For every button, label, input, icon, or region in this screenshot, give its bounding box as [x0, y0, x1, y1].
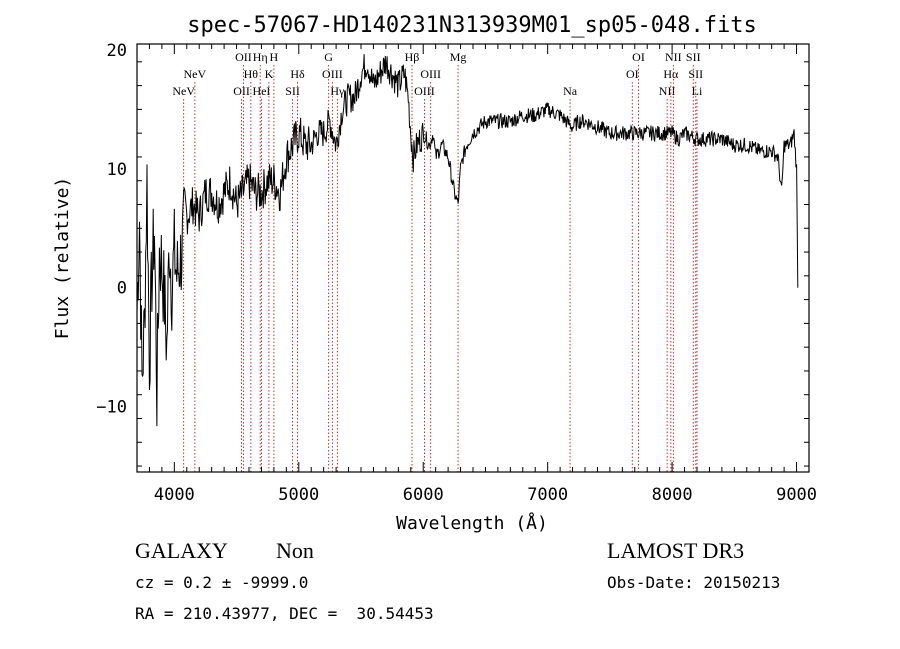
line-marker-label-19: OI	[626, 67, 639, 81]
line-marker-label-8: H	[270, 50, 279, 64]
x-tick-label-7000: 7000	[527, 485, 568, 505]
spectrum-series-line	[136, 54, 799, 427]
line-marker-label-24: SII	[686, 50, 701, 64]
coordinates-readout: RA = 210.43977, DEC = 30.54453	[135, 604, 434, 623]
line-marker-label-1: NeV	[184, 67, 207, 81]
line-marker-label-18: Na	[563, 84, 578, 98]
line-marker-label-15: OIII	[414, 84, 435, 98]
line-marker-label-14: Hβ	[405, 50, 420, 64]
line-marker-label-20: OI	[632, 50, 645, 64]
line-marker-label-5: Hη	[253, 50, 268, 64]
y-axis-ticks: −10 0 10 20	[96, 41, 809, 467]
line-marker-label-17: Mg	[450, 50, 467, 64]
line-markers: NeVNeVOIIOIIHθHηHeIKHSIIHδGOIIIHγHβOIIIO…	[172, 50, 703, 472]
x-tick-label-4000: 4000	[154, 485, 195, 505]
line-marker-label-21: NII	[659, 84, 676, 98]
line-marker-label-22: Hα	[663, 67, 679, 81]
line-marker-label-13: Hγ	[330, 84, 345, 98]
line-marker-label-11: G	[324, 50, 333, 64]
line-marker-label-16: OIII	[420, 67, 441, 81]
y-axis-label: Flux (relative)	[52, 177, 73, 340]
line-marker-label-9: SII	[285, 84, 300, 98]
object-subclass: Non	[276, 538, 314, 563]
line-marker-label-7: K	[265, 67, 274, 81]
object-class: GALAXY	[135, 538, 228, 563]
line-marker-label-26: Li	[692, 84, 703, 98]
x-tick-label-9000: 9000	[776, 485, 817, 505]
y-tick-label-20: 20	[107, 41, 127, 61]
line-marker-label-23: NII	[665, 50, 682, 64]
y-tick-label--10: −10	[96, 398, 127, 418]
chart-title: spec-57067-HD140231N313939M01_sp05-048.f…	[187, 13, 757, 38]
plot-frame	[136, 43, 810, 473]
observation-date: Obs-Date: 20150213	[607, 573, 781, 592]
line-marker-label-2: OII	[233, 84, 250, 98]
plot-area	[136, 54, 799, 427]
line-marker-label-4: Hθ	[244, 67, 259, 81]
x-tick-label-8000: 8000	[652, 485, 693, 505]
line-marker-label-0: NeV	[172, 84, 195, 98]
line-marker-label-6: HeI	[252, 84, 270, 98]
x-tick-label-6000: 6000	[403, 485, 444, 505]
line-marker-label-10: Hδ	[290, 67, 305, 81]
y-tick-label-0: 0	[117, 279, 127, 299]
line-marker-label-12: OIII	[322, 67, 343, 81]
x-axis-label: Wavelength (Å)	[396, 512, 548, 534]
x-axis-ticks: 4000 5000 6000 7000 8000 9000	[148, 44, 817, 505]
line-marker-label-25: SII	[688, 67, 703, 81]
x-tick-label-5000: 5000	[278, 485, 319, 505]
line-marker-label-3: OII	[235, 50, 252, 64]
y-tick-label-10: 10	[107, 160, 127, 180]
redshift-readout: cz = 0.2 ± -9999.0	[135, 573, 309, 592]
survey-name: LAMOST DR3	[607, 538, 745, 563]
